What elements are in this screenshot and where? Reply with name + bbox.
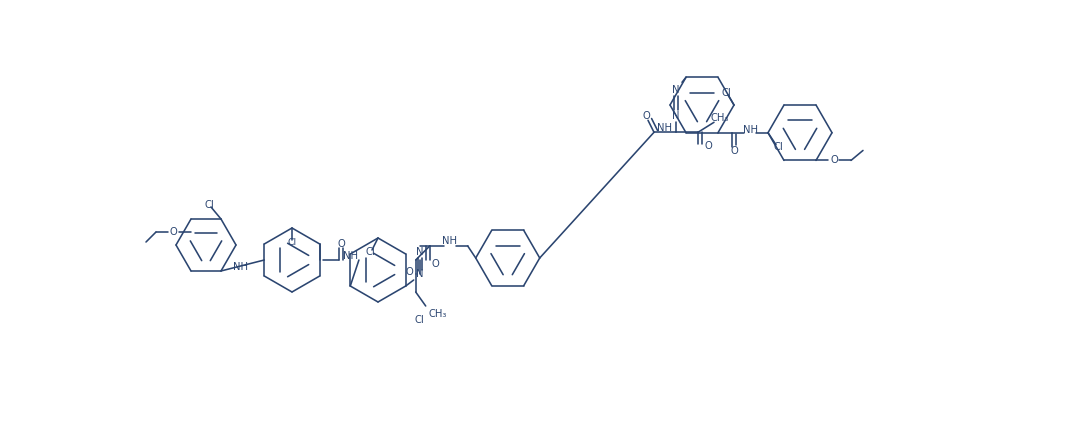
Text: NH: NH <box>343 251 358 261</box>
Text: NH: NH <box>742 125 757 135</box>
Text: O: O <box>642 111 650 121</box>
Text: N: N <box>672 85 680 95</box>
Text: Cl: Cl <box>204 200 214 210</box>
Text: CH₃: CH₃ <box>428 309 447 319</box>
Text: CH₃: CH₃ <box>711 113 729 123</box>
Text: N: N <box>416 269 423 279</box>
Text: Cl: Cl <box>414 315 425 325</box>
Text: O: O <box>337 239 345 249</box>
Text: O: O <box>705 141 712 151</box>
Text: O: O <box>406 267 413 277</box>
Text: Cl: Cl <box>721 88 730 98</box>
Text: O: O <box>730 146 738 156</box>
Text: Cl: Cl <box>774 142 783 152</box>
Text: Cl: Cl <box>287 238 297 246</box>
Text: O: O <box>830 155 838 165</box>
Text: N: N <box>672 111 680 121</box>
Text: NH: NH <box>656 123 671 133</box>
Text: NH: NH <box>442 236 457 246</box>
Text: O: O <box>432 259 439 269</box>
Text: O: O <box>169 227 177 237</box>
Text: Cl: Cl <box>365 247 374 257</box>
Text: N: N <box>416 247 423 257</box>
Text: NH: NH <box>233 262 248 272</box>
